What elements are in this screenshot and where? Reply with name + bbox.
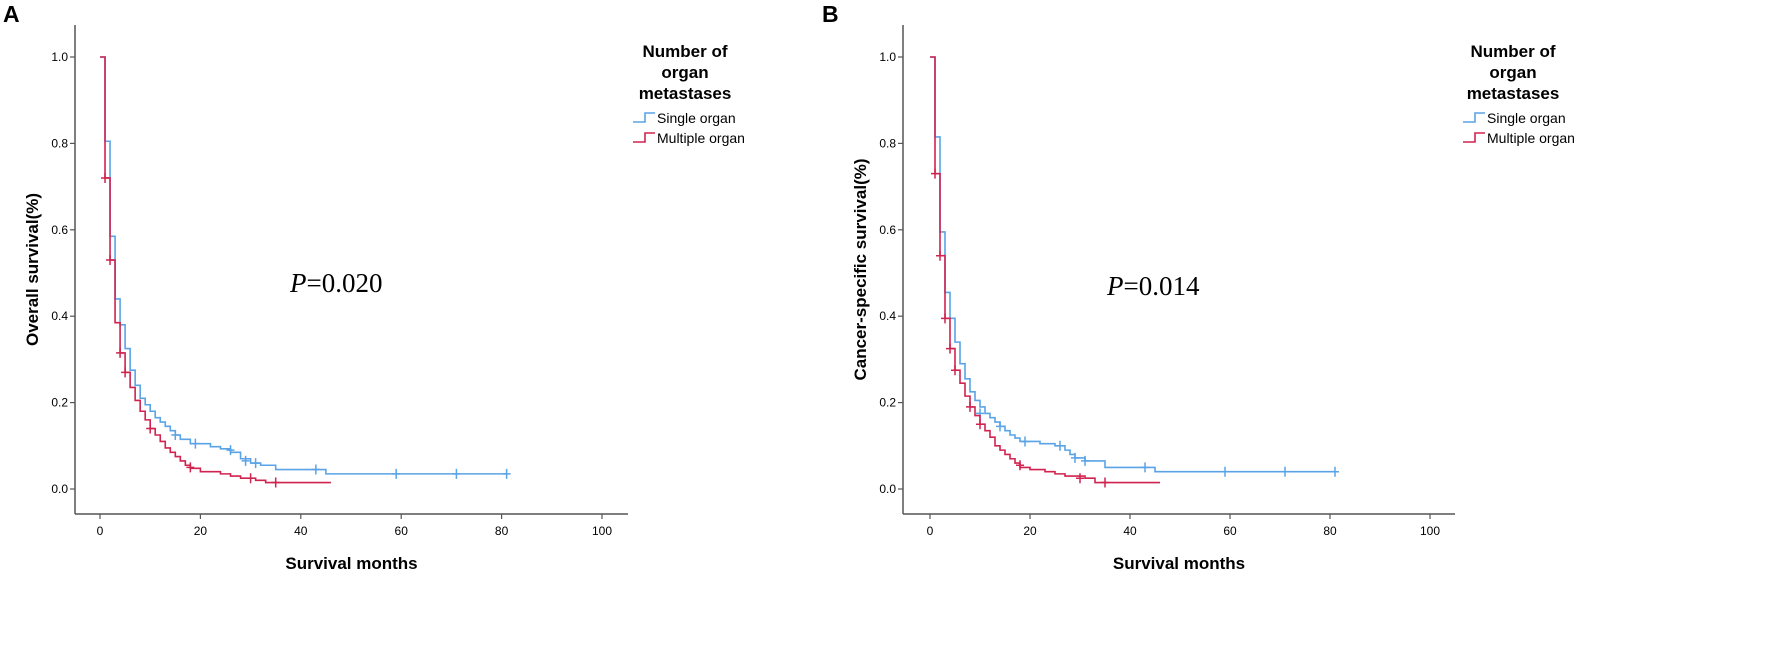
censor-mark-multiple-organ: [976, 419, 984, 430]
y-tick-label: 1.0: [879, 50, 896, 64]
series-line-single-organ: [100, 56, 507, 475]
censor-mark-multiple-organ: [146, 423, 155, 434]
y-tick-label: 0.2: [879, 396, 896, 410]
censor-mark-single-organ: [311, 464, 320, 475]
legend-title-line: Number of: [1471, 42, 1556, 61]
y-tick-label: 0.8: [879, 136, 896, 150]
x-tick-label: 100: [592, 524, 612, 538]
legend-swatch-multiple-organ: [1463, 132, 1485, 143]
legend-label-multiple-organ: Multiple organ: [657, 130, 745, 146]
censor-mark-single-organ: [502, 468, 511, 479]
x-tick-label: 0: [97, 524, 104, 538]
p-value-annotation: P=0.020: [289, 268, 382, 298]
x-tick-label: 60: [1223, 524, 1237, 538]
y-tick-label: 1.0: [51, 50, 68, 64]
censor-mark-single-organ: [1071, 452, 1079, 463]
censor-mark-multiple-organ: [1101, 477, 1109, 488]
legend-title-line: metastases: [1467, 84, 1560, 103]
x-axis-title: Survival months: [1113, 554, 1245, 573]
panel-letter: B: [822, 1, 839, 27]
censor-mark-multiple-organ: [271, 477, 280, 488]
censor-mark-multiple-organ: [121, 367, 130, 378]
legend-swatch-single-organ: [1463, 112, 1485, 123]
panel-letter: A: [3, 1, 20, 27]
x-axis-title: Survival months: [285, 554, 417, 573]
censor-mark-multiple-organ: [101, 172, 110, 183]
censor-mark-single-organ: [1056, 440, 1064, 451]
censor-mark-single-organ: [1281, 466, 1289, 477]
censor-mark-single-organ: [1141, 462, 1149, 473]
legend-title-line: metastases: [639, 84, 732, 103]
y-tick-label: 0.6: [879, 223, 896, 237]
x-tick-label: 0: [927, 524, 934, 538]
censor-mark-multiple-organ: [246, 473, 255, 484]
censor-mark-single-organ: [251, 458, 260, 469]
y-tick-label: 0.0: [879, 482, 896, 496]
censor-mark-single-organ: [191, 438, 200, 449]
legend-title-line: organ: [661, 63, 708, 82]
x-tick-label: 80: [495, 524, 509, 538]
censor-mark-single-organ: [241, 455, 250, 466]
y-tick-label: 0.2: [51, 396, 68, 410]
panel-a: A 0 20 40 60 80 100 0.0 0.2 0.4 0.6 0.8 1.0 Survival …: [3, 1, 745, 573]
legend-swatch-single-organ: [633, 112, 655, 123]
legend-title-line: Number of: [643, 42, 728, 61]
y-axis-title: Overall survival(%): [23, 193, 42, 346]
legend-title-line: organ: [1489, 63, 1536, 82]
legend-swatch-multiple-organ: [633, 132, 655, 143]
x-tick-label: 40: [1123, 524, 1137, 538]
censor-mark-single-organ: [1081, 455, 1089, 466]
panel-b: B 0 20 40 60 80 100 0.0 0.2 0.4 0.6 0.8 1.0 Survival …: [822, 1, 1575, 573]
censor-mark-single-organ: [171, 430, 180, 440]
censor-mark-single-organ: [1221, 466, 1229, 477]
x-tick-label: 40: [294, 524, 308, 538]
censor-mark-multiple-organ: [931, 168, 939, 179]
x-tick-label: 80: [1323, 524, 1337, 538]
y-tick-label: 0.4: [879, 309, 896, 323]
legend-label-single-organ: Single organ: [657, 110, 736, 126]
censor-mark-single-organ: [1021, 436, 1029, 447]
y-tick-label: 0.4: [51, 309, 68, 323]
censor-mark-single-organ: [996, 421, 1004, 432]
censor-mark-single-organ: [226, 445, 235, 456]
censor-mark-multiple-organ: [106, 255, 115, 266]
legend-label-single-organ: Single organ: [1487, 110, 1566, 126]
p-value-annotation: P=0.014: [1106, 271, 1200, 301]
censor-mark-multiple-organ: [936, 250, 944, 261]
y-tick-label: 0.8: [51, 136, 68, 150]
legend-label-multiple-organ: Multiple organ: [1487, 130, 1575, 146]
y-tick-label: 0.0: [51, 482, 68, 496]
censor-mark-multiple-organ: [1076, 473, 1084, 484]
censor-mark-single-organ: [452, 468, 461, 479]
x-tick-label: 20: [194, 524, 208, 538]
series-line-single-organ: [930, 56, 1335, 473]
x-tick-label: 20: [1023, 524, 1037, 538]
x-tick-label: 60: [395, 524, 409, 538]
censor-mark-multiple-organ: [1016, 460, 1024, 471]
censor-mark-multiple-organ: [951, 365, 959, 376]
censor-mark-multiple-organ: [946, 343, 954, 354]
y-axis-title: Cancer-specific survival(%): [851, 158, 870, 380]
censor-mark-multiple-organ: [116, 347, 125, 358]
censor-mark-single-organ: [1331, 466, 1339, 477]
censor-mark-single-organ: [392, 468, 401, 479]
series-line-multiple-organ: [930, 56, 1160, 484]
y-tick-label: 0.6: [51, 223, 68, 237]
censor-mark-multiple-organ: [941, 313, 949, 324]
censor-mark-multiple-organ: [966, 401, 974, 412]
x-tick-label: 100: [1420, 524, 1440, 538]
censor-mark-multiple-organ: [186, 462, 195, 473]
